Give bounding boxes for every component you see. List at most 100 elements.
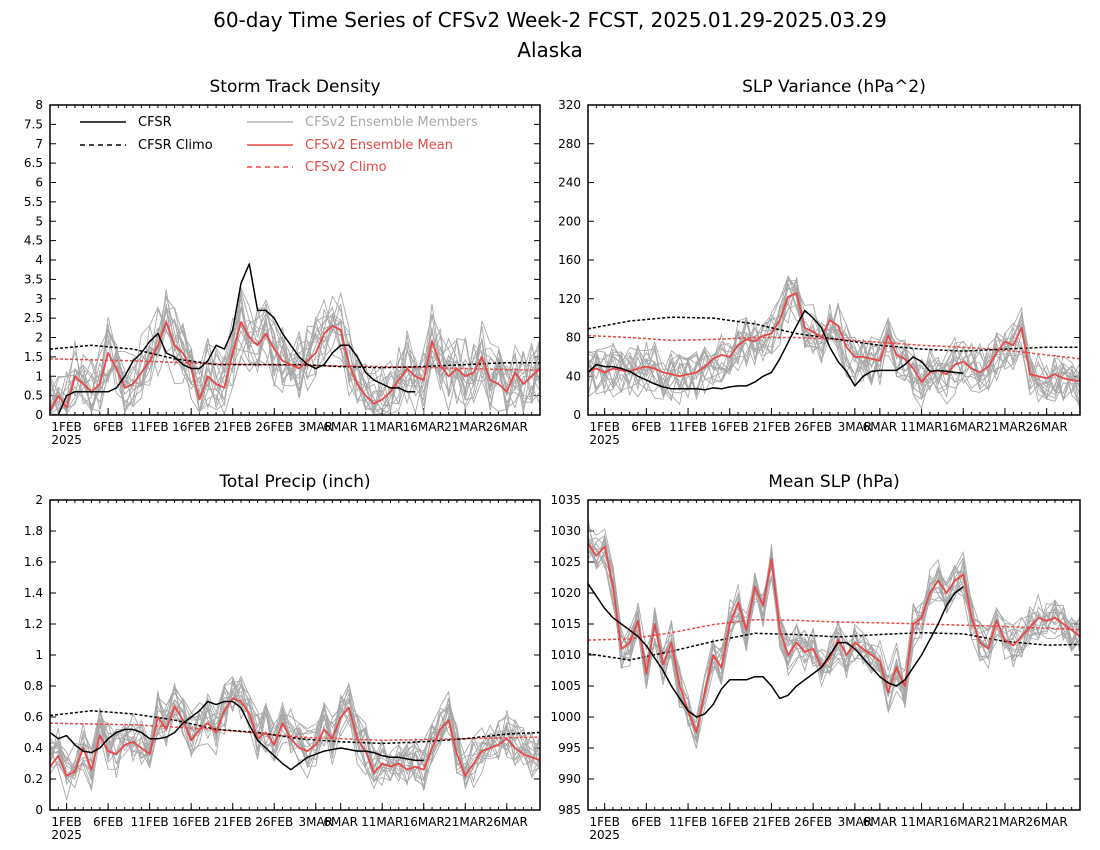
y-tick-label: 1.5	[24, 350, 43, 364]
x-tick-label: 26MAR	[1026, 815, 1068, 829]
ensemble-member-line	[588, 302, 1080, 410]
y-tick-label: 1035	[550, 493, 581, 507]
y-tick-label: 6	[35, 176, 43, 190]
legend-cfsr-label: CFSR	[138, 115, 172, 130]
x-tick-label: 26FEB	[255, 815, 293, 829]
x-tick-label: 6FEB	[93, 815, 123, 829]
ensemble-mean-line	[588, 291, 1080, 384]
x-tick-label: 21FEB	[214, 815, 252, 829]
x-tick-label: 11MAR	[361, 815, 403, 829]
x-year-label: 2025	[589, 433, 620, 447]
legend-cfsr-climo-label: CFSR Climo	[138, 138, 213, 153]
plot-area	[50, 675, 540, 802]
plot-frame	[587, 499, 1081, 811]
y-tick-label: 2	[35, 331, 43, 345]
x-tick-label: 16FEB	[172, 815, 210, 829]
x-tick-label: 21MAR	[444, 420, 486, 434]
x-tick-label: 21MAR	[984, 815, 1026, 829]
x-tick-label: 21MAR	[984, 420, 1026, 434]
x-year-label: 2025	[589, 828, 620, 842]
cfsr-climo-line	[588, 631, 1080, 661]
y-tick-label: 320	[558, 98, 581, 112]
x-tick-label: 16FEB	[711, 815, 749, 829]
x-tick-label: 1FEB	[589, 420, 619, 434]
cfsv2-climo-line	[50, 358, 540, 372]
y-tick-label: 240	[558, 176, 581, 190]
y-tick-label: 1030	[550, 524, 581, 538]
cfsr-climo-line	[50, 710, 540, 745]
y-tick-label: 4.5	[24, 234, 43, 248]
plot-area	[588, 274, 1080, 410]
x-tick-label: 3MAR	[298, 815, 333, 829]
ensemble-member-line	[588, 278, 1080, 394]
y-tick-label: 160	[558, 253, 581, 267]
ensemble-member-line	[588, 275, 1080, 399]
ensemble-mean-line	[50, 321, 540, 412]
ensemble-member-line	[588, 285, 1080, 410]
x-tick-label: 21FEB	[752, 815, 790, 829]
cfsr-line	[588, 309, 964, 391]
ensemble-member-line	[50, 690, 540, 791]
y-tick-label: 0.8	[24, 679, 43, 693]
y-tick-label: 0.2	[24, 772, 43, 786]
y-tick-label: 1.8	[24, 524, 43, 538]
plot-frame	[49, 499, 541, 811]
ensemble-member-line	[588, 277, 1080, 405]
x-tick-label: 16MAR	[403, 815, 445, 829]
x-tick-label: 6MAR	[863, 420, 898, 434]
x-tick-label: 26FEB	[794, 815, 832, 829]
y-tick-label: 3	[35, 292, 43, 306]
y-tick-label: 1000	[550, 710, 581, 724]
x-tick-label: 21FEB	[214, 420, 252, 434]
y-tick-label: 0.5	[24, 389, 43, 403]
y-tick-label: 1015	[550, 617, 581, 631]
panel-slp-variance: SLP Variance (hPa^2) 0 40 80 120 160 200 240 280…	[558, 77, 1081, 447]
cfsv2-climo-line	[588, 334, 1080, 360]
ensemble-member-line	[588, 544, 1080, 718]
y-tick-label: 1025	[550, 555, 581, 569]
x-tick-label: 11FEB	[669, 420, 707, 434]
x-tick-label: 11MAR	[900, 815, 942, 829]
x-tick-label: 11MAR	[900, 420, 942, 434]
ensemble-mean-line	[50, 697, 540, 777]
y-tick-label: 8	[35, 98, 43, 112]
x-tick-label: 16MAR	[403, 420, 445, 434]
y-tick-label: 5	[35, 214, 43, 228]
y-tick-label: 3.5	[24, 272, 43, 286]
y-tick-label: 1.2	[24, 617, 43, 631]
panel-title: SLP Variance (hPa^2)	[742, 77, 926, 97]
x-tick-label: 3MAR	[838, 815, 873, 829]
panel-title: Total Precip (inch)	[218, 472, 370, 492]
panel-title: Mean SLP (hPa)	[768, 472, 900, 492]
ensemble-member-line	[50, 685, 540, 783]
y-tick-label: 120	[558, 292, 581, 306]
cfsr-line	[588, 583, 964, 718]
legend-cfs-climo-label: CFSv2 Climo	[305, 160, 387, 175]
y-tick-label: 200	[558, 214, 581, 228]
x-tick-label: 6FEB	[631, 815, 661, 829]
plot-area	[50, 263, 540, 415]
x-year-label: 2025	[51, 433, 82, 447]
y-tick-label: 80	[566, 331, 581, 345]
x-tick-label: 6MAR	[323, 815, 358, 829]
legend-members-label: CFSv2 Ensemble Members	[305, 115, 478, 130]
x-tick-label: 26FEB	[255, 420, 293, 434]
y-tick-label: 1010	[550, 648, 581, 662]
cfsv2-climo-line	[50, 722, 540, 742]
y-tick-label: 1	[35, 369, 43, 383]
cfsv2-climo-line	[588, 618, 1080, 641]
x-tick-label: 6FEB	[631, 420, 661, 434]
ensemble-member-line	[588, 537, 1080, 739]
legend: CFSR CFSR Climo CFSv2 Ensemble Members C…	[80, 115, 478, 175]
y-tick-label: 1020	[550, 586, 581, 600]
panel-mean-slp: Mean SLP (hPa) 985 990 995 1000 1005 1010 1015 1…	[550, 472, 1081, 842]
y-tick-label: 5.5	[24, 195, 43, 209]
y-tick-label: 995	[558, 741, 581, 755]
x-tick-label: 1FEB	[51, 815, 81, 829]
x-tick-label: 16MAR	[942, 815, 984, 829]
x-tick-label: 1FEB	[51, 420, 81, 434]
x-tick-label: 1FEB	[589, 815, 619, 829]
cfsr-line	[50, 700, 424, 771]
y-tick-label: 7	[35, 137, 43, 151]
